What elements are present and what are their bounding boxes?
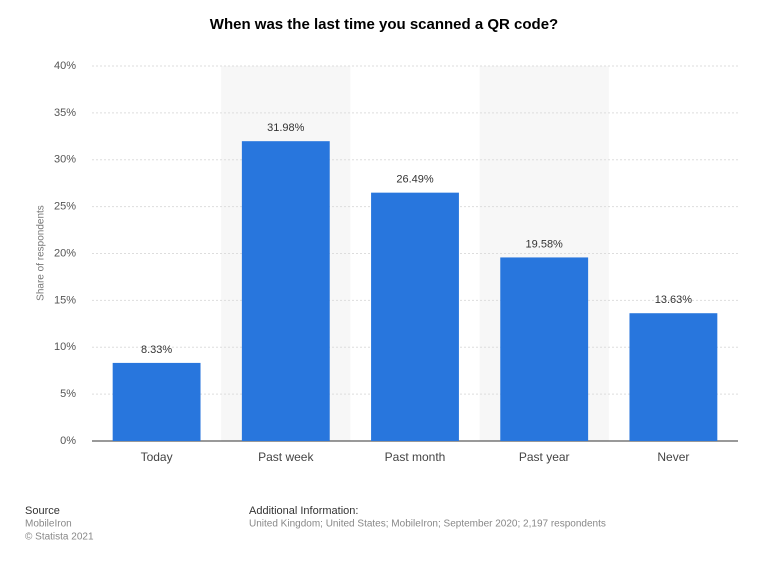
value-label: 19.58%: [526, 238, 564, 250]
x-tick-label: Never: [657, 450, 689, 464]
x-tick-label: Past week: [258, 450, 314, 464]
source-line: © Statista 2021: [25, 532, 94, 543]
x-tick-label: Past year: [519, 450, 570, 464]
value-label: 31.98%: [267, 122, 305, 134]
bar: [500, 257, 589, 441]
y-tick-label: 40%: [54, 60, 76, 72]
y-tick-label: 5%: [60, 388, 76, 400]
source-title: Source: [25, 505, 60, 517]
y-axis-label: Share of respondents: [36, 205, 47, 301]
y-tick-label: 35%: [54, 107, 76, 119]
info-text: United Kingdom; United States; MobileIro…: [249, 519, 606, 530]
x-tick-label: Past month: [385, 450, 446, 464]
x-tick-label: Today: [141, 450, 173, 464]
value-label: 13.63%: [655, 294, 693, 306]
bar: [112, 362, 201, 441]
y-tick-label: 15%: [54, 294, 76, 306]
bar: [371, 192, 459, 441]
y-tick-label: 25%: [54, 201, 76, 213]
bar: [629, 313, 718, 441]
chart-title: When was the last time you scanned a QR …: [210, 16, 558, 33]
bar: [241, 141, 330, 441]
y-tick-label: 0%: [60, 435, 76, 447]
y-tick-label: 20%: [54, 247, 76, 259]
source-line: MobileIron: [25, 519, 72, 530]
y-tick-label: 30%: [54, 154, 76, 166]
value-label: 26.49%: [396, 174, 434, 186]
y-tick-label: 10%: [54, 341, 76, 353]
value-label: 8.33%: [141, 344, 172, 356]
info-title: Additional Information:: [249, 505, 358, 517]
